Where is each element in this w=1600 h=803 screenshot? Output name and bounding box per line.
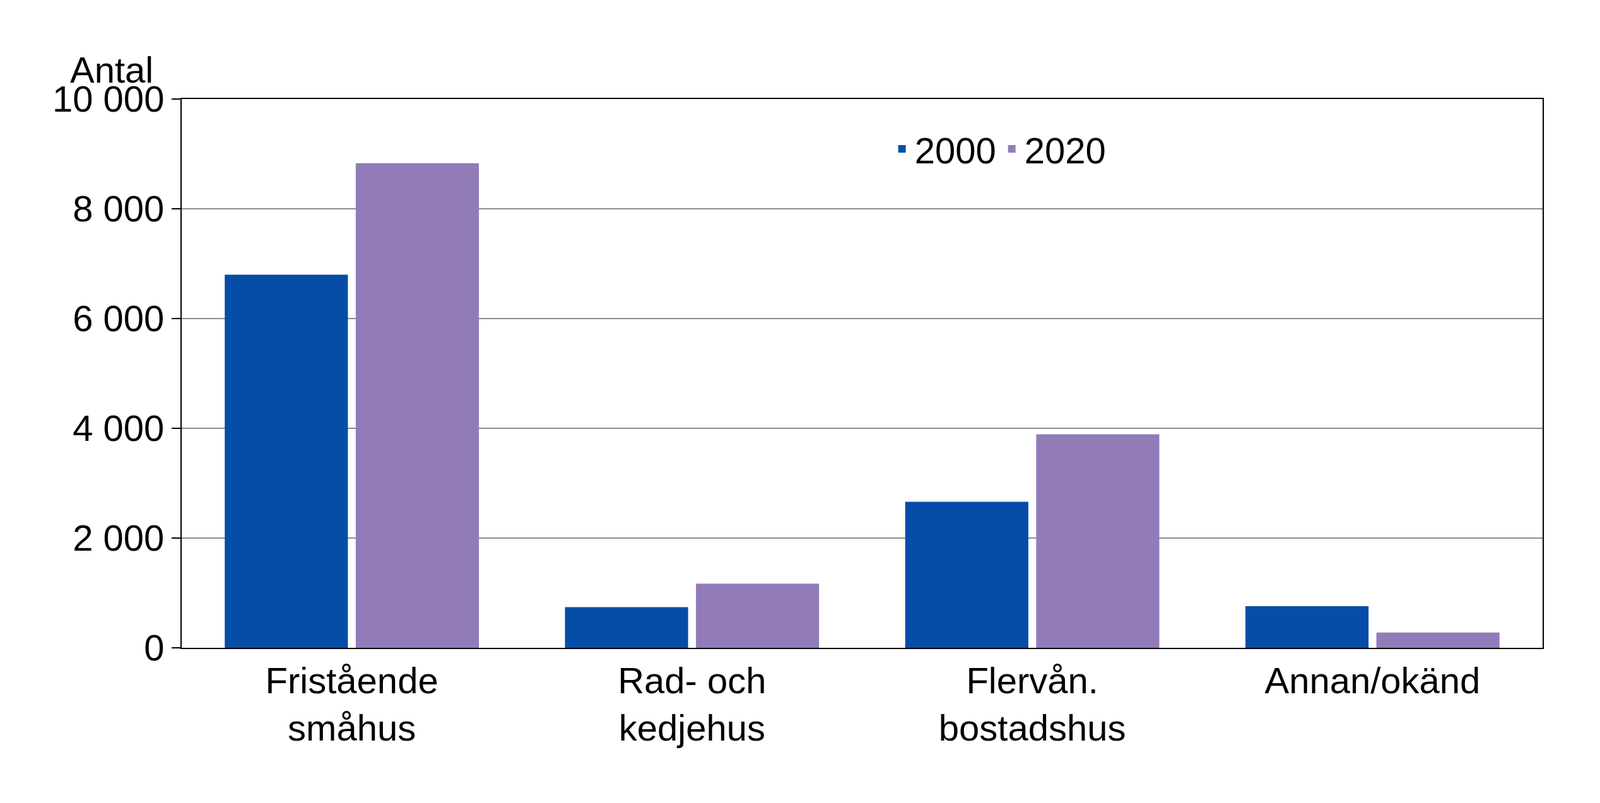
- svg-text:6 000: 6 000: [72, 297, 165, 339]
- svg-text:Rad- ochkedjehus: Rad- ochkedjehus: [617, 659, 766, 749]
- svg-text:2000: 2000: [914, 129, 997, 171]
- svg-text:Annan/okänd: Annan/okänd: [1264, 659, 1481, 701]
- svg-text:10 000: 10 000: [52, 78, 165, 120]
- svg-text:Friståendesmåhus: Friståendesmåhus: [265, 659, 439, 749]
- svg-text:4 000: 4 000: [72, 407, 165, 449]
- svg-text:0: 0: [143, 627, 165, 669]
- svg-text:2020: 2020: [1024, 129, 1106, 171]
- svg-text:Antal: Antal: [70, 49, 154, 91]
- svg-text:2 000: 2 000: [72, 517, 165, 559]
- svg-text:8 000: 8 000: [72, 188, 165, 230]
- svg-text:Flervån.bostadshus: Flervån.bostadshus: [938, 659, 1127, 749]
